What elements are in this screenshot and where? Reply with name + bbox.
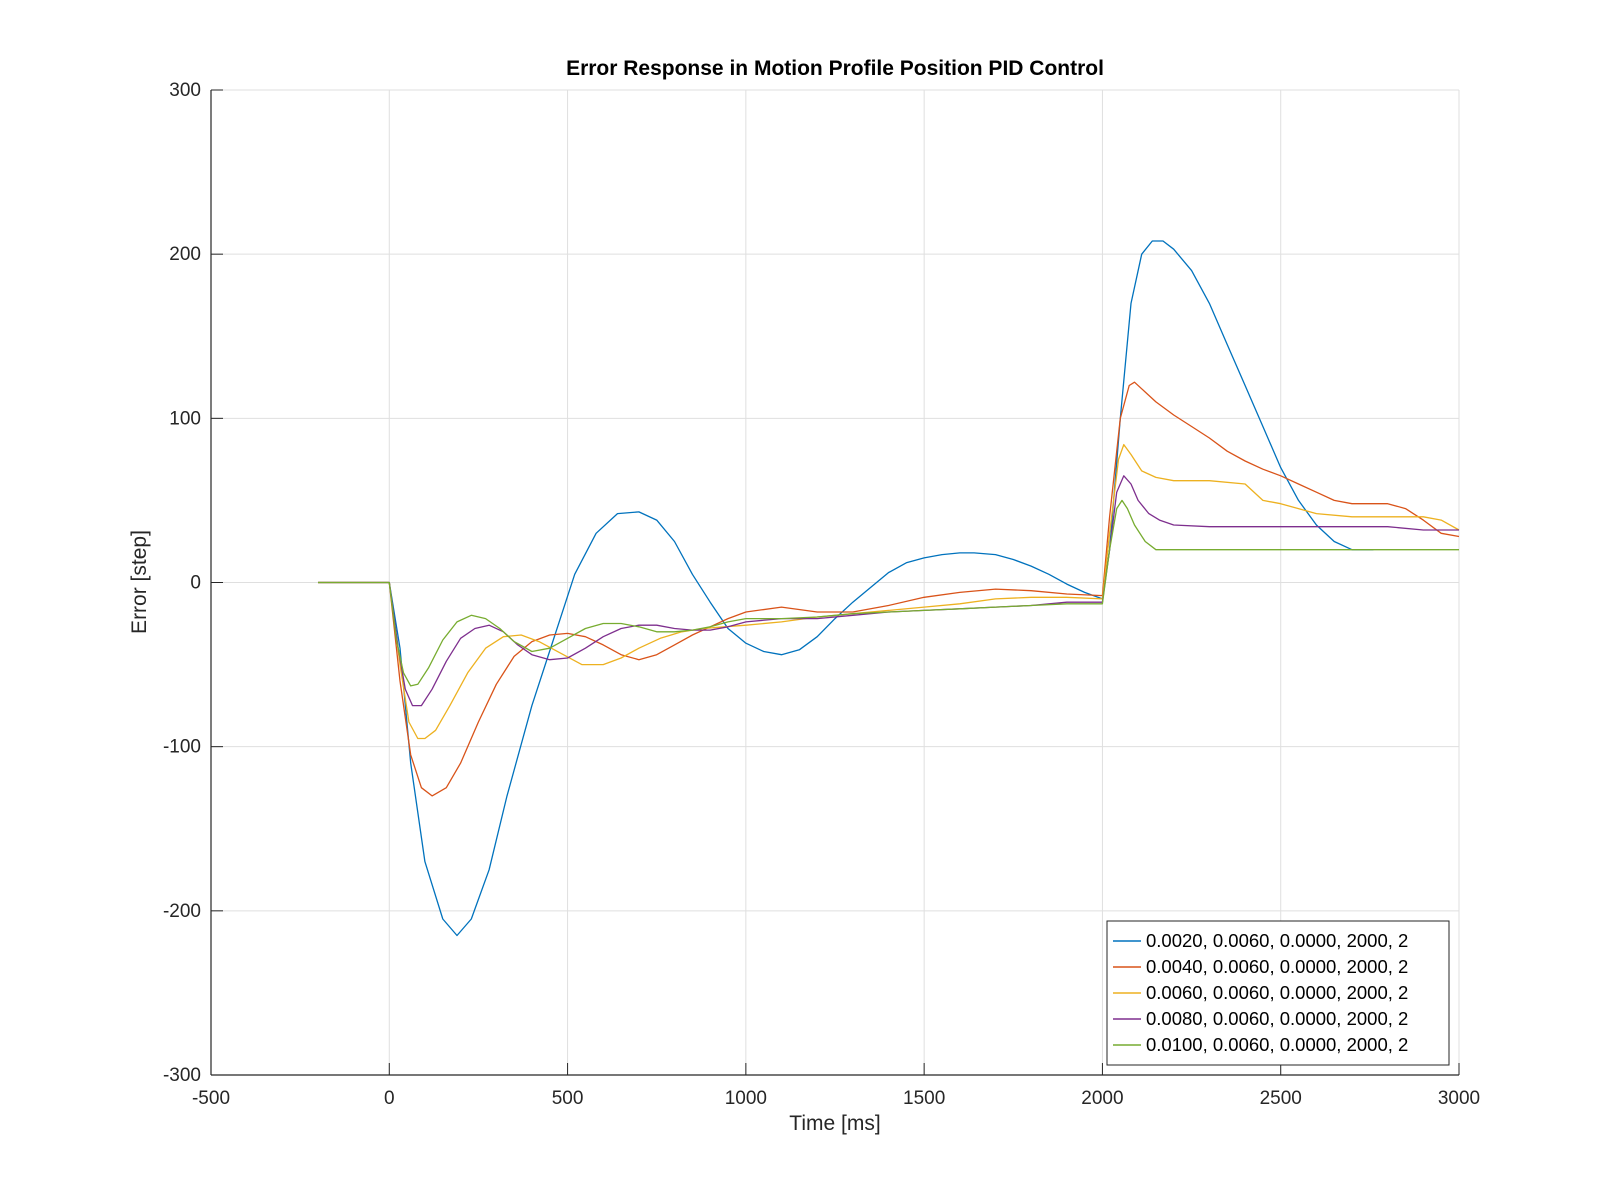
axes	[210, 89, 1460, 1076]
y-tick-label: -300	[163, 1065, 201, 1086]
y-tick-label: 100	[169, 408, 201, 429]
y-tick-label: -200	[163, 901, 201, 922]
legend-box	[1106, 920, 1450, 1066]
y-tick-label: -100	[163, 737, 201, 758]
y-tick-label: 0	[190, 573, 201, 594]
y-tick-label: 300	[169, 80, 201, 101]
legend-label-3: 0.0060, 0.0060, 0.0000, 2000, 2	[1146, 982, 1408, 1003]
tick-labels: -500 0 500 1000 1500 2000 2500 3000-300-200-100…	[163, 80, 1480, 1109]
legend-label-1: 0.0020, 0.0060, 0.0000, 2000, 2	[1146, 930, 1408, 951]
x-axis-label: Time [ms]	[789, 1112, 880, 1135]
series-line-1	[318, 240, 1374, 937]
chart-title: Error Response in Motion Profile Positio…	[566, 57, 1104, 80]
x-tick-label: 1000	[725, 1088, 767, 1109]
x-tick-label: 2000	[1081, 1088, 1123, 1109]
y-tick-label: 200	[169, 244, 201, 265]
series-line-4	[318, 475, 1459, 707]
series-line-5	[318, 499, 1459, 687]
legend-label-2: 0.0040, 0.0060, 0.0000, 2000, 2	[1146, 956, 1408, 977]
x-tick-label: 3000	[1438, 1088, 1480, 1109]
legend: 0.0020, 0.0060, 0.0000, 2000, 2 0.0040, 0…	[1106, 920, 1450, 1066]
x-tick-label: 500	[552, 1088, 584, 1109]
series-line-2	[318, 381, 1460, 797]
legend-label-5: 0.0100, 0.0060, 0.0000, 2000, 2	[1146, 1034, 1408, 1055]
x-tick-label: 0	[384, 1088, 395, 1109]
legend-label-4: 0.0080, 0.0060, 0.0000, 2000, 2	[1146, 1008, 1408, 1029]
x-tick-label: 2500	[1260, 1088, 1302, 1109]
x-tick-label: 1500	[903, 1088, 945, 1109]
x-tick-label: -500	[192, 1088, 230, 1109]
series-group	[318, 240, 1460, 937]
y-axis-label: Error [step]	[128, 530, 151, 634]
grid	[210, 89, 1460, 1076]
